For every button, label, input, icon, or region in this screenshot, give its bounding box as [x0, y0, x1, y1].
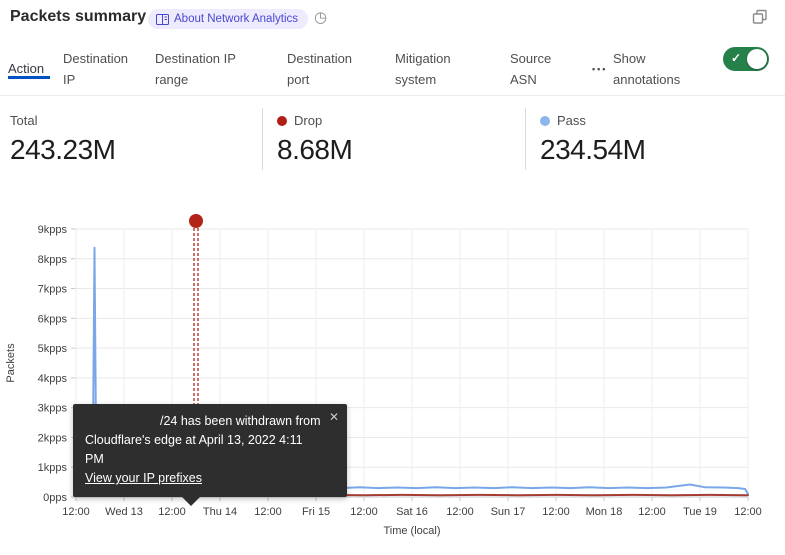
annotation-tooltip: /24 has been withdrawn from Cloudflare's… [73, 404, 347, 506]
y-tick-label: 3kpps [38, 403, 68, 415]
more-tabs-icon[interactable]: ••• [592, 64, 608, 74]
x-tick-label: Tue 19 [683, 506, 717, 518]
x-tick-label: Sun 17 [491, 506, 526, 518]
y-tick-label: 7kpps [38, 284, 68, 296]
show-annotations-label: Show annotations [613, 51, 681, 87]
stat-pass-value: 234.54M [540, 134, 646, 165]
divider [262, 108, 263, 170]
annotation-message: /24 has been withdrawn from Cloudflare's… [85, 414, 321, 466]
tab-mitigation-system[interactable]: Mitigation system [395, 51, 451, 87]
annotation-dot[interactable] [189, 214, 203, 228]
page-title: Packets summary [10, 8, 147, 25]
y-axis-title: Packets [5, 343, 17, 383]
x-tick-label: 12:00 [638, 506, 666, 518]
show-annotations-toggle[interactable]: ✓ [723, 47, 769, 71]
x-axis-title: Time (local) [383, 525, 440, 537]
clock-icon[interactable]: ◷ [314, 9, 328, 26]
tab-destination-ip-range[interactable]: Destination IP range [155, 51, 236, 87]
stat-total: Total 243.23M [10, 100, 116, 166]
redacted-prefix [85, 424, 160, 425]
book-icon [156, 13, 169, 25]
y-tick-label: 0pps [43, 492, 67, 504]
tab-action[interactable]: Action [8, 61, 45, 76]
x-tick-label: 12:00 [62, 506, 90, 518]
x-tick-label: Thu 14 [203, 506, 237, 518]
x-tick-label: Fri 15 [302, 506, 330, 518]
view-ip-prefixes-link[interactable]: View your IP prefixes [85, 471, 202, 485]
drop-legend-dot [277, 115, 287, 126]
stat-pass: Pass 234.54M [540, 100, 646, 166]
tab-destination-port[interactable]: Destination port [287, 51, 353, 87]
x-tick-label: 12:00 [254, 506, 282, 518]
tooltip-arrow [181, 496, 201, 506]
about-network-analytics-badge[interactable]: About Network Analytics [148, 9, 309, 29]
y-tick-label: 4kpps [38, 373, 68, 385]
check-icon: ✓ [731, 51, 742, 65]
x-tick-label: 12:00 [350, 506, 378, 518]
divider [0, 95, 785, 96]
close-icon[interactable]: ✕ [328, 410, 339, 424]
stat-drop-value: 8.68M [277, 134, 353, 165]
stats-row: Total 243.23M Drop 8.68M Pass 234.54M [0, 100, 785, 200]
toggle-knob [747, 49, 767, 69]
x-tick-label: 12:00 [734, 506, 762, 518]
x-tick-label: Sat 16 [396, 506, 428, 518]
x-tick-label: Wed 13 [105, 506, 143, 518]
pass-legend-dot [540, 115, 550, 126]
stat-pass-label: Pass [557, 113, 586, 128]
copy-icon[interactable] [752, 9, 768, 25]
y-tick-label: 9kpps [38, 224, 68, 236]
y-tick-label: 5kpps [38, 343, 68, 355]
x-tick-label: Mon 18 [586, 506, 623, 518]
y-tick-label: 1kpps [38, 462, 68, 474]
y-tick-label: 2kpps [38, 432, 68, 444]
tab-destination-ip[interactable]: Destination IP [63, 51, 129, 87]
stat-drop-label: Drop [294, 113, 323, 128]
tab-source-asn[interactable]: Source ASN [510, 51, 552, 87]
packets-chart: 0pps 1kpps 2kpps 3kpps 4kpps 5kpps 6kpps 7kpps 8… [5, 214, 762, 537]
y-tick-label: 8kpps [38, 254, 68, 266]
x-tick-label: 12:00 [158, 506, 186, 518]
stat-total-value: 243.23M [10, 134, 116, 165]
divider [525, 108, 526, 170]
x-tick-label: 12:00 [542, 506, 570, 518]
x-tick-label: 12:00 [446, 506, 474, 518]
stat-total-label: Total [10, 113, 38, 128]
y-tick-label: 6kpps [38, 313, 68, 325]
badge-label: About Network Analytics [174, 13, 299, 25]
stat-drop: Drop 8.68M [277, 100, 353, 166]
active-tab-underline [8, 76, 50, 79]
filter-tabs: Action Destination IP Destination IP ran… [0, 46, 785, 92]
